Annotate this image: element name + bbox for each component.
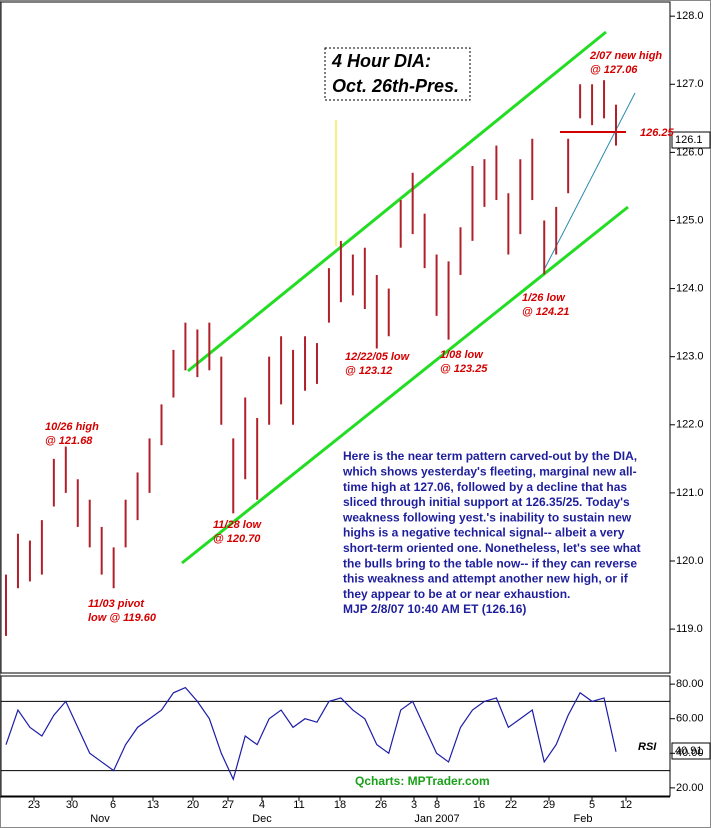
annotation: 1/08 low [440,349,484,361]
x-tick-label: 20 [187,799,199,811]
y-tick-label: 60.00 [676,713,704,725]
annotation: 10/26 high [45,421,99,433]
x-tick-label: 3 [411,799,417,811]
y-tick-label: 20.00 [676,782,704,794]
month-label: Nov [90,813,110,825]
y-tick-label: 128.0 [676,10,704,22]
channel-upper [187,30,607,373]
x-tick-label: 29 [543,799,555,811]
y-tick-label: 120.0 [676,555,704,567]
commentary: which shows yesterday's fleeting, margin… [342,464,637,478]
month-label: Jan 2007 [414,813,459,825]
commentary: Here is the near term pattern carved-out… [343,449,637,463]
commentary: the bulls bring to the table now-- if th… [343,556,637,570]
x-tick-label: 30 [66,799,78,811]
y-tick-label: 119.0 [676,623,703,635]
commentary: MJP 2/8/07 10:40 AM ET (126.16) [343,602,526,616]
y-tick-label: 125.0 [676,214,704,226]
chart-title: Oct. 26th-Pres. [332,76,459,96]
price-tag-box [671,131,711,149]
annotation: 126.25 [640,127,675,139]
x-tick-label: 12 [620,799,632,811]
commentary: weakness following yest.'s inability to … [342,510,632,524]
rsi-line [5,686,617,781]
x-tick-label: 22 [505,799,517,811]
x-tick-label: 26 [375,799,387,811]
commentary: time high at 127.06, followed by a decli… [343,480,627,494]
rsi-panel [0,675,671,797]
annotation: 1/26 low [522,292,566,304]
rsi-tag: 40.91 [675,745,703,757]
commentary: highs is a negative technical signal-- a… [343,526,625,540]
y-tick-label: 122.0 [676,419,704,431]
x-tick-label: 16 [473,799,485,811]
commentary: sliced through initial support at 126.35… [343,495,630,509]
legend-label: RSI [638,741,657,753]
price-panel [0,1,671,674]
x-tick-label: 23 [28,799,40,811]
annotation: 11/28 low [213,519,263,531]
credit: Qcharts: MPTrader.com [355,774,490,788]
chart-title: 4 Hour DIA: [331,51,431,71]
commentary: this weakness and attempt another new hi… [343,572,629,586]
annotation: 11/03 pivot [88,598,145,610]
trend-line [544,92,636,269]
annotation: low @ 119.60 [88,612,157,624]
commentary: short-term oriented one. Nonetheless, le… [343,541,641,555]
annotation: @ 121.68 [45,435,93,447]
y-tick-label: 127.0 [676,78,704,90]
y-tick-label: 121.0 [676,487,704,499]
commentary: they appear to be at or near exhaustion. [343,587,570,601]
rsi-tag-box [671,742,711,760]
annotation: @ 123.25 [440,363,488,375]
x-tick-label: 4 [259,799,265,811]
x-tick-label: 27 [222,799,234,811]
y-tick-label: 123.0 [676,351,704,363]
y-tick-label: 40.00 [676,747,704,759]
x-tick-label: 8 [434,799,440,811]
x-tick-label: 11 [293,799,304,811]
y-tick-label: 80.00 [676,678,704,690]
channel-lower [181,205,629,565]
x-tick-label: 18 [334,799,346,811]
annotation: @ 127.06 [590,64,638,76]
annotation: 12/22/05 low [345,351,411,363]
annotation: @ 120.70 [213,533,261,545]
x-tick-label: 5 [589,799,595,811]
x-tick-label: 6 [110,799,116,811]
y-tick-label: 124.0 [676,282,704,294]
y-tick-label: 126.0 [676,146,704,158]
x-tick-label: 13 [147,799,159,811]
annotation: @ 124.21 [522,306,569,318]
month-label: Dec [252,813,272,825]
month-label: Feb [574,813,593,825]
title-box [324,47,471,101]
annotation: @ 123.12 [345,365,392,377]
annotation: 2/07 new high [589,50,662,62]
price-tag: 126.1 [675,134,703,146]
